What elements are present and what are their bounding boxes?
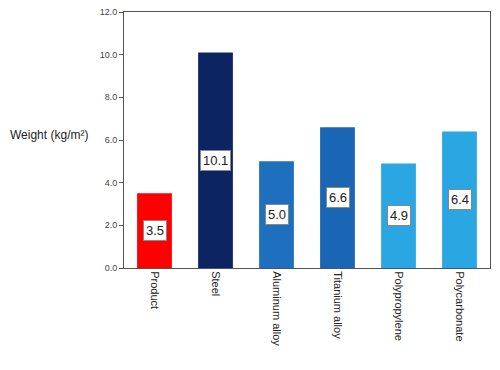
- svg-text:Aluminum alloy: Aluminum alloy: [271, 271, 283, 346]
- svg-text:6.4: 6.4: [451, 192, 469, 207]
- svg-text:Titanium alloy: Titanium alloy: [332, 271, 344, 339]
- svg-text:4.0: 4.0: [105, 178, 118, 188]
- svg-text:Weight (kg/m²): Weight (kg/m²): [10, 128, 88, 142]
- svg-text:2.0: 2.0: [105, 220, 118, 230]
- svg-text:Steel: Steel: [210, 271, 222, 296]
- svg-text:6.6: 6.6: [329, 190, 347, 205]
- svg-text:4.9: 4.9: [390, 208, 408, 223]
- svg-text:0.0: 0.0: [105, 263, 118, 273]
- svg-text:Polycarbonate: Polycarbonate: [454, 271, 466, 341]
- svg-text:Product: Product: [149, 271, 161, 309]
- svg-text:Polypropylene: Polypropylene: [393, 271, 405, 341]
- svg-text:5.0: 5.0: [268, 207, 286, 222]
- svg-text:10.0: 10.0: [100, 50, 118, 60]
- svg-text:6.0: 6.0: [105, 135, 118, 145]
- svg-text:8.0: 8.0: [105, 92, 118, 102]
- svg-text:12.0: 12.0: [100, 7, 118, 17]
- svg-text:3.5: 3.5: [146, 223, 164, 238]
- svg-text:10.1: 10.1: [203, 153, 228, 168]
